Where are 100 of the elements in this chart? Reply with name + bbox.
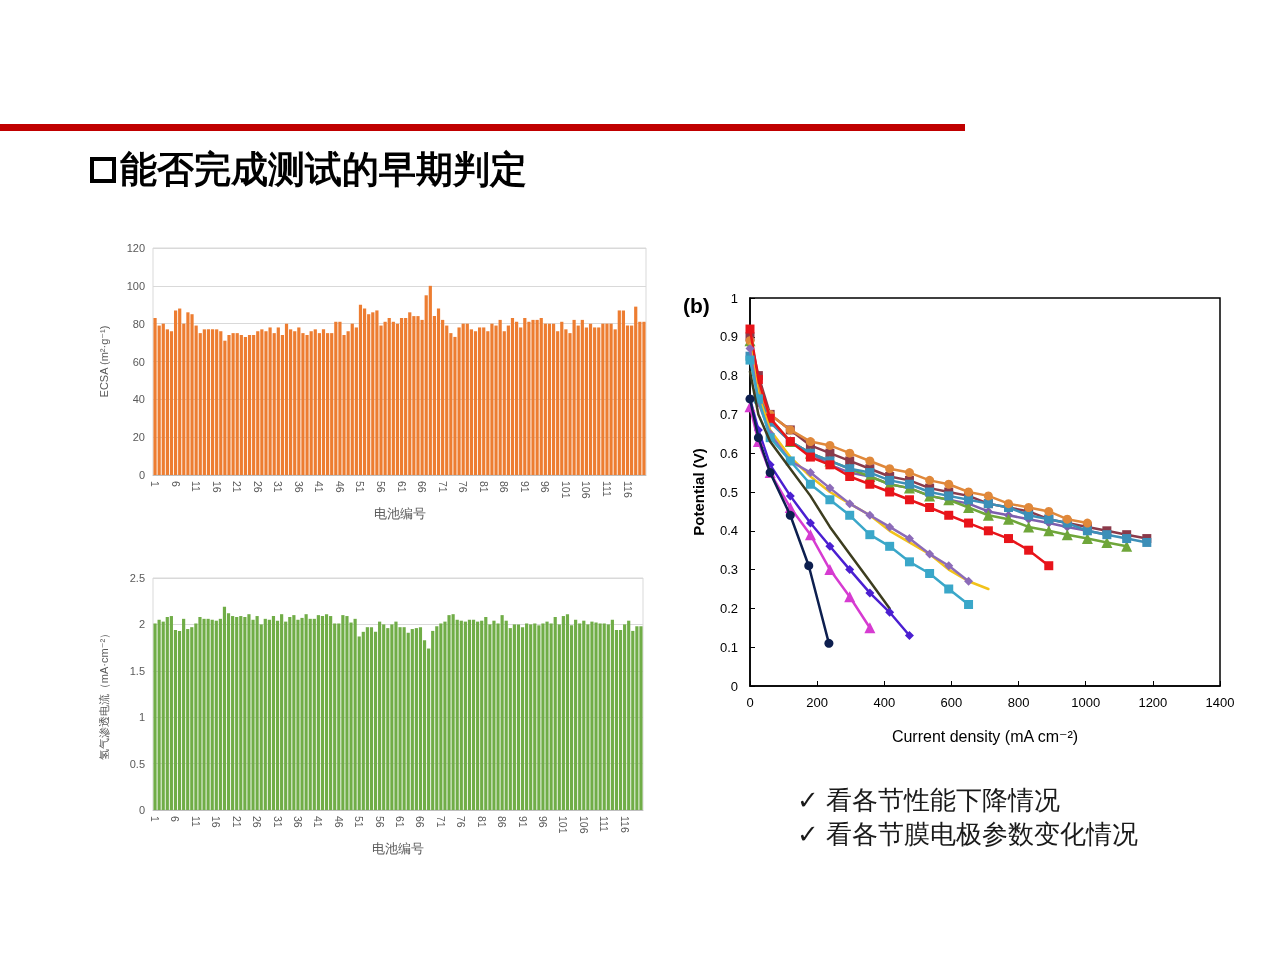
bar — [593, 327, 597, 475]
x-tick-label: 1400 — [1205, 695, 1235, 710]
point — [904, 557, 914, 567]
bar — [324, 614, 329, 810]
bar — [375, 310, 379, 475]
bar — [255, 616, 259, 810]
bar — [243, 616, 247, 810]
bar — [447, 615, 451, 810]
y-tick-label: 0.6 — [719, 445, 738, 461]
bar — [222, 606, 227, 810]
bar — [461, 323, 465, 475]
point — [753, 433, 763, 443]
x-tick-label: 91 — [518, 481, 531, 493]
bar — [391, 321, 395, 475]
point — [865, 456, 875, 466]
bar — [263, 618, 267, 810]
point — [824, 638, 834, 648]
bar — [500, 615, 504, 810]
point — [865, 468, 875, 478]
point — [944, 510, 954, 520]
bar — [280, 614, 284, 810]
bar — [239, 616, 243, 810]
y-axis-title: Potential (V) — [690, 448, 707, 536]
bar — [606, 624, 610, 810]
bar — [547, 323, 552, 475]
bar — [271, 616, 276, 810]
bar — [476, 621, 480, 810]
bar — [605, 323, 609, 475]
bar — [623, 624, 627, 810]
point — [804, 561, 814, 571]
bar — [527, 321, 531, 475]
x-tick-label: 1200 — [1138, 695, 1168, 710]
x-axis-title: 电池编号 — [373, 506, 426, 521]
x-tick-label: 116 — [621, 481, 634, 498]
bar — [541, 623, 545, 810]
bar — [435, 626, 439, 810]
bar — [410, 629, 414, 810]
bar — [161, 621, 165, 810]
bar — [358, 304, 363, 475]
bar — [165, 616, 169, 810]
text: (b) — [683, 294, 710, 317]
point — [824, 564, 836, 576]
x-tick-label: 111 — [598, 816, 611, 833]
bar — [574, 619, 578, 810]
y-tick-label: 0.9 — [719, 329, 738, 345]
bar — [210, 329, 215, 475]
x-tick-label: 16 — [210, 481, 223, 493]
point — [885, 464, 895, 474]
bar — [627, 620, 631, 810]
bar — [231, 616, 235, 810]
point — [865, 588, 875, 598]
point — [1023, 521, 1035, 533]
bar — [293, 331, 297, 475]
point — [925, 503, 935, 513]
bar — [353, 618, 357, 810]
bar — [320, 616, 325, 810]
bar — [533, 623, 537, 810]
bar — [361, 631, 365, 810]
x-tick-label: 86 — [498, 481, 511, 493]
point — [805, 468, 815, 478]
bar — [186, 312, 190, 475]
bar — [399, 317, 404, 475]
bar — [642, 321, 646, 475]
bar — [459, 620, 463, 810]
x-tick-label: 11 — [189, 816, 202, 828]
bar — [260, 329, 264, 475]
bar — [510, 317, 515, 475]
point — [1024, 545, 1034, 555]
bar — [308, 618, 312, 810]
bar — [276, 327, 280, 475]
bar — [341, 615, 345, 810]
x-tick-label: 86 — [496, 816, 509, 828]
bar — [635, 626, 639, 810]
y-tick-label: 120 — [126, 242, 145, 254]
point — [983, 526, 993, 536]
bar — [490, 323, 494, 475]
bar — [345, 616, 349, 810]
bar — [516, 624, 521, 810]
bar — [316, 615, 320, 810]
bar — [383, 321, 387, 475]
bar — [231, 333, 235, 475]
x-tick-label: 66 — [414, 816, 427, 828]
bar — [371, 312, 375, 475]
point — [845, 510, 855, 520]
bar — [317, 333, 321, 475]
x-tick-label: 96 — [539, 481, 552, 493]
point — [983, 491, 993, 501]
bar — [169, 616, 173, 810]
bar — [531, 319, 535, 475]
point — [885, 475, 895, 485]
y-tick-label: 0.1 — [719, 639, 738, 655]
bar — [621, 310, 626, 475]
y-tick-label: 40 — [132, 393, 145, 406]
x-tick-label: 21 — [230, 816, 243, 828]
y-tick-label: 0.4 — [719, 523, 738, 539]
x-tick-label: 46 — [333, 481, 346, 493]
point — [865, 479, 875, 489]
bar — [153, 623, 157, 810]
bar — [561, 616, 565, 810]
x-tick-label: 111 — [600, 481, 613, 498]
